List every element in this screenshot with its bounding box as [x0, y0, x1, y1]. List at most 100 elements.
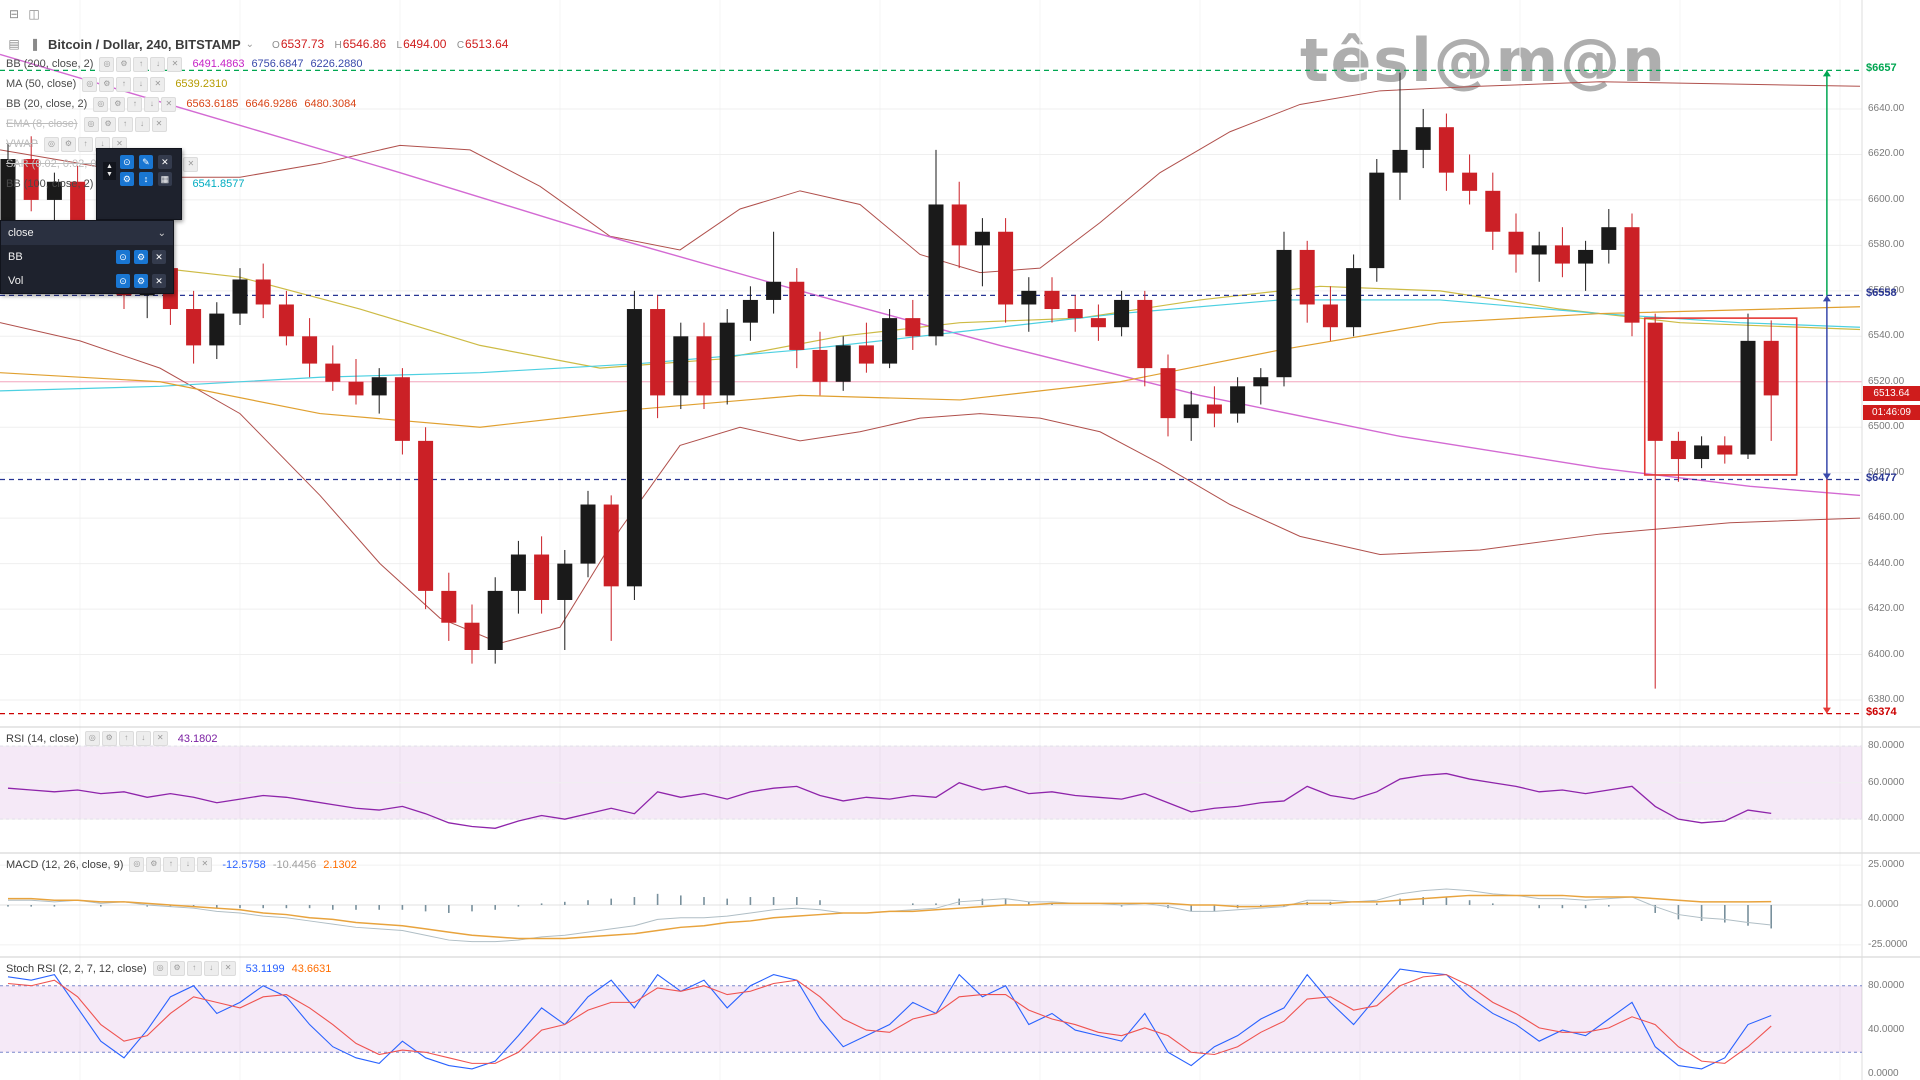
- gear-icon[interactable]: ⚙: [99, 76, 115, 92]
- stoch-k-value: 53.1199: [245, 962, 285, 975]
- rsi-pane: [0, 745, 1862, 829]
- rsi-controls[interactable]: ◎ ⚙ ↑ ↓ ✕: [84, 731, 168, 746]
- symbol-title[interactable]: Bitcoin / Dollar, 240, BITSTAMP: [48, 36, 241, 52]
- popup-edit-icon[interactable]: ✎: [138, 155, 153, 169]
- arrows-layer: [1822, 70, 1831, 714]
- eye-icon[interactable]: ◎: [99, 56, 115, 72]
- close-icon[interactable]: ✕: [183, 156, 199, 172]
- value-stepper[interactable]: ▲ ▼: [103, 161, 116, 180]
- move-down-icon[interactable]: ↓: [134, 116, 150, 132]
- candles-icon[interactable]: ❚: [29, 37, 41, 51]
- legend-row[interactable]: VWAP ◎ ⚙ ↑ ↓ ✕: [6, 136, 130, 152]
- legend-row[interactable]: BB (20, close, 2) ◎ ⚙ ↑ ↓ ✕ 6563.6185 6646.9286…: [6, 96, 356, 112]
- popup-gear-icon[interactable]: ⚙: [119, 172, 134, 186]
- symbol-row: ▤ ❚ Bitcoin / Dollar, 240, BITSTAMP ⌄ O6…: [6, 36, 508, 52]
- move-up-icon[interactable]: ↑: [116, 76, 132, 92]
- candles-layer: [0, 72, 1779, 689]
- move-down-icon[interactable]: ↓: [144, 96, 160, 112]
- eye-icon[interactable]: ◎: [83, 116, 99, 132]
- move-up-icon[interactable]: ↑: [78, 136, 93, 152]
- legend-row-controls[interactable]: ◎⚙↑↓✕: [44, 136, 127, 152]
- close-icon[interactable]: ✕: [151, 116, 167, 132]
- stoch-controls[interactable]: ◎ ⚙ ↑ ↓ ✕: [152, 961, 236, 976]
- legend-row-value: 6756.6847: [251, 58, 304, 70]
- legend-row-label: BB (200, close, 2): [6, 58, 94, 70]
- eye-icon[interactable]: ◎: [93, 96, 109, 112]
- legend-row[interactable]: MA (50, close) ◎ ⚙ ↑ ↓ ✕ 6539.2310: [6, 76, 227, 92]
- popup-more-icon[interactable]: ▦: [157, 172, 172, 186]
- popup-move-icon[interactable]: ↕: [138, 172, 153, 186]
- move-up-icon[interactable]: ↑: [117, 116, 133, 132]
- gear-icon[interactable]: ⚙: [100, 116, 116, 132]
- symbol-menu-icon[interactable]: ▤: [8, 37, 20, 51]
- close-icon[interactable]: ✕: [167, 56, 183, 72]
- move-up-icon[interactable]: ↑: [127, 96, 143, 112]
- symbol-caret-icon[interactable]: ⌄: [245, 38, 255, 50]
- collapse-icon[interactable]: ⊟: [8, 7, 20, 21]
- popup-item-close-label: close: [8, 227, 34, 239]
- popup-item-vol[interactable]: Vol ⊙ ⚙ ✕: [1, 269, 173, 293]
- move-down-icon[interactable]: ↓: [150, 56, 166, 72]
- legend-row[interactable]: BB (200, close, 2) ◎ ⚙ ↑ ↓ ✕ 6491.4863 6756.684…: [6, 56, 362, 72]
- corner-toolbar: ⊟ ◫: [6, 6, 42, 22]
- vol-close-icon[interactable]: ✕: [152, 274, 166, 288]
- gear-icon[interactable]: ⚙: [116, 56, 132, 72]
- high-value: 6546.86: [342, 37, 387, 51]
- legend-row-label: VWAP: [6, 138, 38, 150]
- move-up-icon[interactable]: ↑: [133, 56, 149, 72]
- bar-countdown-tag: 01:46:09: [1863, 405, 1920, 421]
- macd-legend: MACD (12, 26, close, 9) ◎ ⚙ ↑ ↓ ✕ -12.5758 -…: [6, 857, 357, 872]
- gear-icon[interactable]: ⚙: [110, 96, 126, 112]
- legend-row-controls[interactable]: ◎⚙↑↓✕: [93, 96, 177, 112]
- legend-row-controls[interactable]: ◎⚙↑↓✕: [82, 76, 166, 92]
- legend-row-label: BB (20, close, 2): [6, 98, 88, 110]
- macd-label: MACD (12, 26, close, 9): [6, 858, 124, 871]
- macd-signal-value: 2.1302: [323, 858, 357, 871]
- legend-row-value: 6491.4863: [192, 58, 245, 70]
- gear-icon[interactable]: ⚙: [61, 136, 76, 152]
- open-value: 6537.73: [280, 37, 325, 51]
- popup-eye-icon[interactable]: ⊙: [119, 155, 134, 169]
- popup-item-close[interactable]: close ⌄: [1, 221, 173, 245]
- vol-gear-icon[interactable]: ⚙: [134, 274, 148, 288]
- bb-close-icon[interactable]: ✕: [152, 250, 166, 264]
- close-icon[interactable]: ✕: [150, 76, 166, 92]
- chevron-down-icon: ⌄: [157, 227, 166, 239]
- chart-style-icon[interactable]: ◫: [28, 7, 40, 21]
- legend-row-value: 6541.8577: [192, 178, 245, 190]
- indicator-settings-popup[interactable]: ▲ ▼ ⊙ ✎ ✕ ⚙ ↕ ▦: [96, 148, 182, 220]
- last-price-tag: 6513.64: [1863, 386, 1920, 402]
- bb-eye-icon[interactable]: ⊙: [116, 250, 130, 264]
- highlight-box: [1643, 317, 1798, 476]
- open-label: O: [272, 40, 280, 51]
- legend-row-controls[interactable]: ◎⚙↑↓✕: [99, 56, 183, 72]
- overlay-lines-layer: [0, 53, 1861, 644]
- eye-icon[interactable]: ◎: [44, 136, 59, 152]
- stoch-legend: Stoch RSI (2, 2, 7, 12, close) ◎ ⚙ ↑ ↓ ✕ 53.…: [6, 961, 331, 976]
- legend-row-controls[interactable]: ◎⚙↑↓✕: [83, 116, 167, 132]
- grid-layer: [0, 0, 1862, 1080]
- macd-controls[interactable]: ◎ ⚙ ↑ ↓ ✕: [129, 857, 213, 872]
- vol-eye-icon[interactable]: ⊙: [116, 274, 130, 288]
- bb-gear-icon[interactable]: ⚙: [134, 250, 148, 264]
- popup-item-vol-label: Vol: [8, 275, 24, 287]
- legend-row[interactable]: EMA (8, close) ◎ ⚙ ↑ ↓ ✕: [6, 116, 170, 132]
- rsi-label: RSI (14, close): [6, 732, 79, 745]
- legend-row-value: 6646.9286: [245, 98, 298, 110]
- close-icon[interactable]: ✕: [161, 96, 177, 112]
- watermark: têsl@m@n: [1300, 26, 1667, 96]
- source-dropdown-popup[interactable]: close ⌄ BB ⊙ ⚙ ✕ Vol ⊙ ⚙ ✕: [0, 220, 174, 294]
- legend-row-value: 6226.2880: [310, 58, 363, 70]
- stoch-pane: [0, 968, 1862, 1070]
- popup-item-bb[interactable]: BB ⊙ ⚙ ✕: [1, 245, 173, 269]
- low-value: 6494.00: [403, 37, 447, 51]
- legend-row-label: SAR (0.02, 0.02, 0.2): [6, 158, 110, 170]
- move-down-icon[interactable]: ↓: [133, 76, 149, 92]
- stoch-d-value: 43.6631: [291, 962, 332, 975]
- macd-value: -12.5758: [222, 858, 266, 871]
- popup-close-icon[interactable]: ✕: [157, 155, 172, 169]
- eye-icon[interactable]: ◎: [82, 76, 98, 92]
- popup-item-bb-label: BB: [8, 251, 23, 263]
